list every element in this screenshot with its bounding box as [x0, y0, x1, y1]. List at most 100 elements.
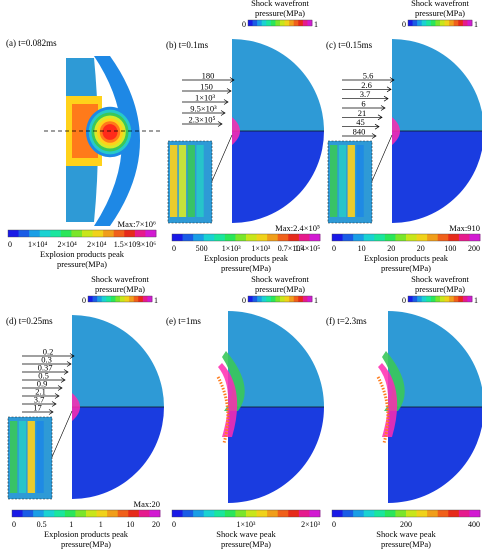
tick-label: 3×10⁶	[137, 240, 157, 249]
inset-leader	[371, 134, 393, 182]
tick-label: 200	[468, 244, 480, 253]
color-bar-segment	[266, 296, 272, 302]
color-bar-segment	[214, 510, 226, 517]
color-bar-segment	[64, 510, 76, 517]
shock-wavefront-bar	[407, 295, 473, 303]
contour-label: 21	[358, 108, 367, 118]
color-bar-segment	[408, 20, 413, 26]
color-bar-segment	[110, 296, 116, 302]
color-bar-segment	[435, 20, 441, 26]
tick-label: 10	[126, 520, 134, 529]
color-bar-segment	[353, 234, 365, 241]
color-bar-frame	[331, 233, 481, 242]
color-bar-segment	[29, 230, 41, 237]
color-bar-segment	[134, 230, 146, 237]
legend-title: Shock wavefront	[91, 274, 149, 284]
legend-min: 0	[402, 20, 406, 29]
color-bar-segment	[462, 296, 468, 302]
color-bar-segment	[298, 510, 310, 517]
color-bar-segment	[172, 234, 183, 241]
color-bar-segment	[309, 234, 321, 241]
color-bar-segment	[18, 230, 30, 237]
shock-wavefront-bar	[247, 295, 313, 303]
color-bar-segment	[39, 230, 51, 237]
blast-core	[86, 106, 134, 158]
tick-label: 1×10³	[251, 244, 271, 253]
fragments	[376, 376, 390, 444]
zoom-inset	[327, 140, 373, 224]
dome	[392, 39, 482, 223]
panel-label: (c) t=0.15ms	[326, 40, 373, 50]
color-bar-segment	[440, 20, 445, 26]
color-bar-segment	[277, 234, 289, 241]
color-bar-segment	[124, 230, 136, 237]
contour-label: 0.5	[38, 371, 49, 381]
color-bar-segment	[96, 510, 108, 517]
color-bar-segment	[408, 296, 413, 302]
color-bar-segment	[50, 230, 62, 237]
legend-min: 0	[242, 20, 246, 29]
color-bar-segment	[426, 296, 432, 302]
color-bar-segment	[82, 230, 93, 237]
color-bar-segment	[138, 510, 150, 517]
panel-e: (e) t=1ms	[166, 311, 324, 503]
color-bar-segment	[307, 296, 313, 302]
blast-front	[232, 117, 240, 145]
tick-label: 500	[196, 244, 208, 253]
color-bar-segment	[145, 230, 157, 237]
color-bar-segment	[214, 234, 226, 241]
color-bar-segment	[458, 234, 470, 241]
contour-arrow	[229, 77, 235, 83]
color-bar-segment	[138, 296, 144, 302]
color-bar-segment	[193, 510, 205, 517]
panel-label: (e) t=1ms	[166, 316, 201, 326]
color-bar-segment	[458, 510, 470, 517]
color-bar-segment	[307, 20, 313, 26]
contour-label: 3.7	[360, 89, 371, 99]
color-bar-segment	[117, 510, 129, 517]
color-bar-segment	[115, 296, 121, 302]
panel-label: (b) t=0.1ms	[166, 40, 209, 50]
legend-title: pressure(MPa)	[221, 263, 271, 273]
contour-arrow	[374, 123, 380, 130]
color-bar-segment	[293, 20, 299, 26]
color-bar-segment	[86, 510, 97, 517]
color-bar-segment	[453, 20, 459, 26]
color-bar-segment	[430, 296, 436, 302]
peak-pressure-bar	[171, 233, 321, 242]
color-bar-segment	[298, 234, 310, 241]
color-bar-segment	[71, 230, 83, 237]
color-bar-segment	[248, 296, 253, 302]
inset-band	[330, 145, 338, 217]
core-ring	[102, 124, 118, 140]
color-bar-segment	[449, 296, 455, 302]
contour-label: 180	[202, 71, 215, 81]
contour-label: 840	[353, 127, 366, 137]
dome-lower	[232, 131, 324, 223]
contour-arrow	[217, 121, 223, 127]
color-bar-segment	[406, 510, 417, 517]
color-bar-segment	[288, 234, 300, 241]
tick-label: 2×10⁴	[58, 240, 78, 249]
tick-label: 20	[417, 244, 425, 253]
tick-label: 1×10³	[237, 520, 257, 529]
shock-band	[222, 351, 245, 411]
color-bar-segment	[430, 20, 436, 26]
color-bar-segment	[406, 234, 417, 241]
color-bar-segment	[270, 20, 276, 26]
dome-upper	[388, 311, 482, 407]
contour-label: 3.7	[34, 395, 45, 405]
color-bar-segment	[147, 296, 153, 302]
color-bar-segment	[467, 20, 473, 26]
peak-pressure-bar	[11, 509, 161, 518]
shock-front	[218, 363, 238, 437]
tick-label: 200	[400, 520, 412, 529]
legend-title: pressure(MPa)	[255, 284, 305, 294]
tick-label: 1×10⁴	[28, 240, 48, 249]
max-label: Max:910	[449, 223, 480, 233]
color-bar-segment	[203, 510, 215, 517]
color-bar-segment	[270, 296, 276, 302]
